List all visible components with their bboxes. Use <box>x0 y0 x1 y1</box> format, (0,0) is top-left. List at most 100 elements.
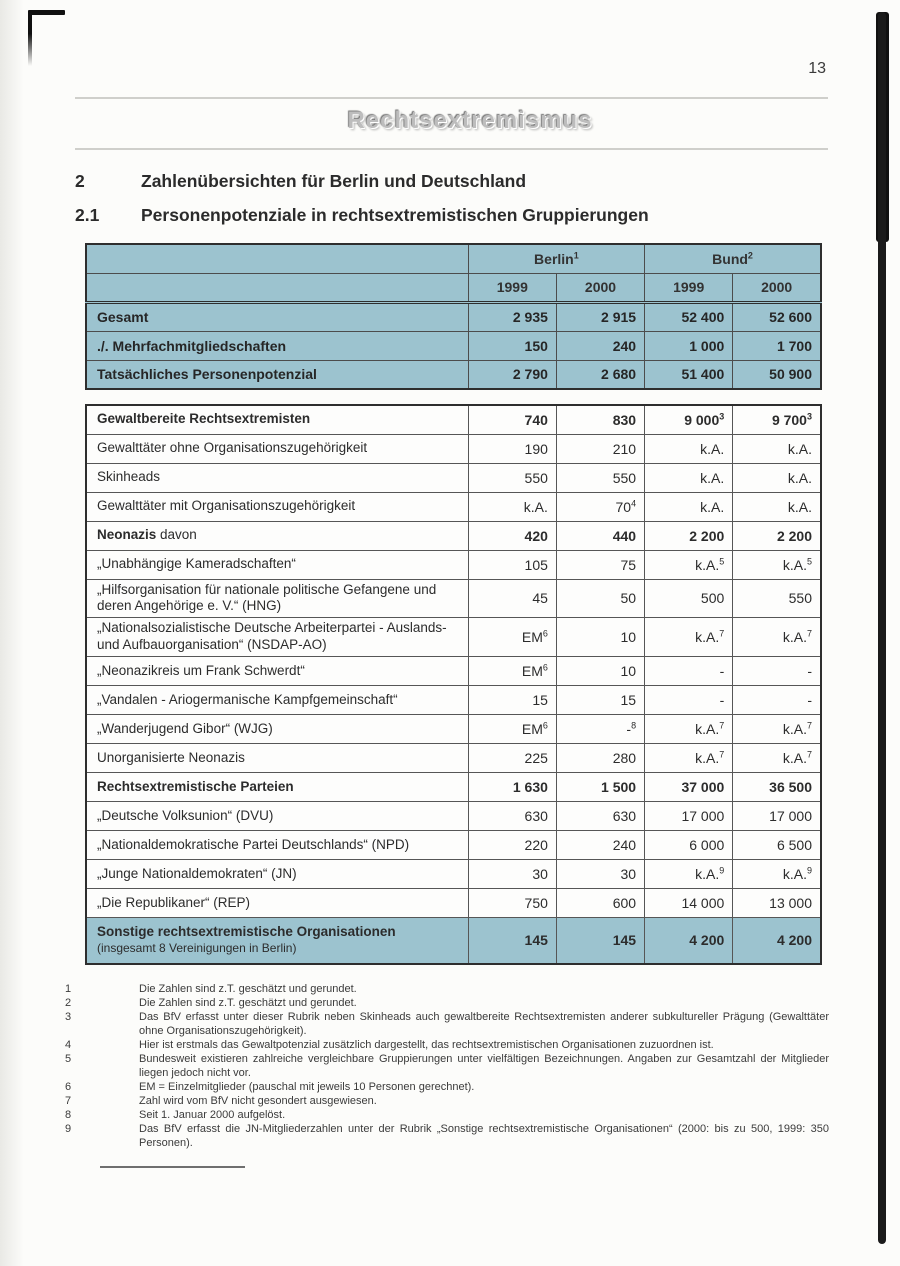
value-cell: 220 <box>467 830 557 860</box>
value-cell: 145 <box>467 917 557 964</box>
value-cell: 630 <box>555 801 646 831</box>
row-label-cell: Gesamt <box>85 301 469 332</box>
value-cell: k.A. <box>644 491 734 522</box>
value-cell: 2 790 <box>467 359 557 390</box>
divider <box>75 148 828 150</box>
table-row: „Vandalen - Ariogermanische Kampfgemeins… <box>85 685 822 715</box>
footnote-row: 4 Hier ist erstmals das Gewaltpotenzial z… <box>63 1039 829 1053</box>
value-cell: 17 000 <box>732 801 822 831</box>
footnote-number: 8 <box>65 1108 72 1121</box>
footnote-number: 2 <box>65 996 72 1009</box>
value-cell: 52 600 <box>732 301 822 332</box>
footnote-row: 7 Zahl wird vom BfV nicht gesondert ausge… <box>63 1095 829 1109</box>
table-row: „Wanderjugend Gibor“ (WJG) EM6 -8 k.A.7 k.A.… <box>85 714 822 744</box>
value-cell: 50 <box>555 578 646 619</box>
row-label-cell: „Die Republikaner“ (REP) <box>85 888 469 918</box>
table-row: Skinheads 550 550 k.A. k.A. <box>85 462 822 493</box>
row-label-cell: „Wanderjugend Gibor“ (WJG) <box>85 714 469 744</box>
year-header-cell: 1999 <box>467 272 557 304</box>
value-cell: k.A. <box>732 433 822 464</box>
value-cell: 830 <box>555 404 646 435</box>
footnote-row: 1 Die Zahlen sind z.T. geschätzt und geru… <box>63 983 829 997</box>
value-cell: 500 <box>644 578 734 619</box>
footnote-text: Bundesweit existieren zahlreiche verglei… <box>139 1052 829 1079</box>
row-label-cell: Gewalttäter ohne Organisationszugehörigk… <box>85 433 469 464</box>
footnote-number: 7 <box>65 1094 72 1107</box>
footnote-number: 4 <box>65 1038 72 1051</box>
footnote-row: 6 EM = Einzelmitglieder (pauschal mit jew… <box>63 1081 829 1095</box>
value-cell: 4 200 <box>644 917 734 964</box>
row-label-cell: „Unabhängige Kameradschaften“ <box>85 549 469 580</box>
footer-separator-line <box>100 1166 245 1168</box>
value-cell: 750 <box>467 888 557 918</box>
value-cell: 225 <box>467 743 557 773</box>
table-row: Gewalttäter ohne Organisationszugehörigk… <box>85 433 822 464</box>
table-row: Tatsächliches Personenpotenzial 2 790 2 68… <box>85 359 822 390</box>
value-cell: 4 200 <box>732 917 822 964</box>
year-header-cell: 2000 <box>555 272 646 304</box>
value-cell: 10 <box>555 656 646 686</box>
row-label-cell: „Hilfsorganisation für nationale politis… <box>85 578 469 619</box>
value-cell: - <box>732 685 822 715</box>
footnote-text: Hier ist erstmals das Gewaltpotenzial zu… <box>139 1038 714 1051</box>
row-label-cell: Gewalttäter mit Organisationszugehörigke… <box>85 491 469 522</box>
table-row: Neonazis davon 420 440 2 200 2 200 <box>85 520 822 551</box>
value-cell: k.A.5 <box>644 549 734 580</box>
row-label-cell: Gewaltbereite Rechtsextremisten <box>85 404 469 435</box>
year-header-cell: 2000 <box>732 272 822 304</box>
value-cell: 52 400 <box>644 301 734 332</box>
value-cell: 210 <box>555 433 646 464</box>
section-number: 2 <box>75 171 85 191</box>
table-row: Gewaltbereite Rechtsextremisten 740 830 9 0… <box>85 404 822 435</box>
column-group-header: Bund2 <box>644 243 822 274</box>
detail-table: Gewaltbereite Rechtsextremisten 740 830 9 0… <box>85 404 822 965</box>
table-row: „Die Republikaner“ (REP) 750 600 14 000 13 0… <box>85 888 822 918</box>
value-cell: 145 <box>555 917 646 964</box>
value-cell: k.A.5 <box>732 549 822 580</box>
value-cell: 1 700 <box>732 330 822 361</box>
value-cell: 190 <box>467 433 557 464</box>
empty-header-cell <box>85 243 469 274</box>
value-cell: - <box>732 656 822 686</box>
value-cell: k.A.7 <box>644 714 734 744</box>
value-cell: 2 200 <box>644 520 734 551</box>
footnote-text: Die Zahlen sind z.T. geschätzt und gerun… <box>139 996 357 1009</box>
table-row: „Deutsche Volksunion“ (DVU) 630 630 17 000 1… <box>85 801 822 831</box>
value-cell: EM6 <box>467 656 557 686</box>
table-row: „Neonazikreis um Frank Schwerdt“ EM6 10- - <box>85 656 822 686</box>
value-cell: 740 <box>467 404 557 435</box>
value-cell: 1 000 <box>644 330 734 361</box>
table-row: „Junge Nationaldemokraten“ (JN) 30 30 k.A.9… <box>85 859 822 889</box>
value-cell: 6 500 <box>732 830 822 860</box>
value-cell: 550 <box>732 578 822 619</box>
row-label-cell: Neonazis davon <box>85 520 469 551</box>
value-cell: - <box>644 656 734 686</box>
footnote-text: Das BfV erfasst unter dieser Rubrik nebe… <box>139 1010 829 1037</box>
value-cell: 1 500 <box>555 772 646 802</box>
value-cell: 2 935 <box>467 301 557 332</box>
summary-table: Berlin1 Bund2 1999 2000 1999 2000 Gesamt 2 935 2… <box>85 243 822 390</box>
section-number: 2.1 <box>75 205 100 225</box>
value-cell: 2 200 <box>732 520 822 551</box>
value-cell: 15 <box>555 685 646 715</box>
value-cell: k.A.7 <box>732 743 822 773</box>
scan-corner-mark <box>28 10 65 15</box>
table-row: Sonstige rechtsextremistische Organisati… <box>85 917 822 964</box>
chapter-banner: Rechtsextremismus <box>347 107 593 134</box>
value-cell: 14 000 <box>644 888 734 918</box>
value-cell: 280 <box>555 743 646 773</box>
value-cell: k.A. <box>644 433 734 464</box>
footnote-text: EM = Einzelmitglieder (pauschal mit jewe… <box>139 1080 475 1093</box>
row-label-cell: „Junge Nationaldemokraten“ (JN) <box>85 859 469 889</box>
value-cell: k.A.7 <box>644 743 734 773</box>
row-sublabel: (insgesamt 8 Vereinigungen in Berlin) <box>97 941 297 956</box>
value-cell: 440 <box>555 520 646 551</box>
summary-header-groups: Berlin1 Bund2 <box>85 243 822 274</box>
footnote-row: 5 Bundesweit existieren zahlreiche vergle… <box>63 1053 829 1081</box>
value-cell: k.A. <box>644 462 734 493</box>
value-cell: 2 915 <box>555 301 646 332</box>
value-cell: k.A.7 <box>732 714 822 744</box>
row-label-cell: „Nationaldemokratische Partei Deutschlan… <box>85 830 469 860</box>
footnote-number: 5 <box>65 1052 72 1065</box>
